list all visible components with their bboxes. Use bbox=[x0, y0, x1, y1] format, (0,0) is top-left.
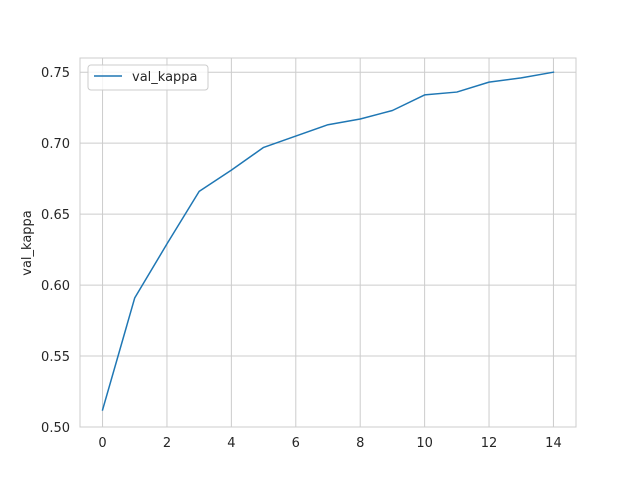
y-axis-label: val_kappa bbox=[20, 210, 35, 276]
y-tick-label: 0.70 bbox=[41, 137, 70, 152]
legend-entry-val-kappa: val_kappa bbox=[132, 70, 198, 85]
y-tick-label: 0.50 bbox=[41, 421, 70, 436]
x-tick-label: 4 bbox=[227, 436, 235, 451]
x-tick-label: 14 bbox=[545, 436, 562, 451]
y-tick-label: 0.65 bbox=[41, 208, 70, 223]
x-axis-ticks: 0 2 4 6 8 10 12 14 bbox=[98, 436, 561, 451]
x-tick-label: 0 bbox=[98, 436, 106, 451]
y-tick-label: 0.60 bbox=[41, 279, 70, 294]
grid-lines bbox=[80, 58, 576, 428]
plot-area bbox=[80, 58, 576, 427]
x-tick-label: 8 bbox=[356, 436, 364, 451]
x-tick-label: 12 bbox=[481, 436, 498, 451]
y-tick-label: 0.55 bbox=[41, 350, 70, 365]
x-tick-label: 6 bbox=[292, 436, 300, 451]
legend-box bbox=[87, 64, 209, 91]
x-tick-label: 2 bbox=[163, 436, 171, 451]
y-axis-ticks: 0.50 0.55 0.60 0.65 0.70 0.75 bbox=[41, 66, 70, 436]
legend: val_kappa bbox=[87, 64, 209, 91]
y-tick-label: 0.75 bbox=[41, 66, 70, 81]
plot-border bbox=[79, 57, 577, 428]
plot-frame bbox=[79, 57, 577, 428]
series-layer bbox=[101, 71, 555, 411]
x-tick-label: 10 bbox=[416, 436, 433, 451]
